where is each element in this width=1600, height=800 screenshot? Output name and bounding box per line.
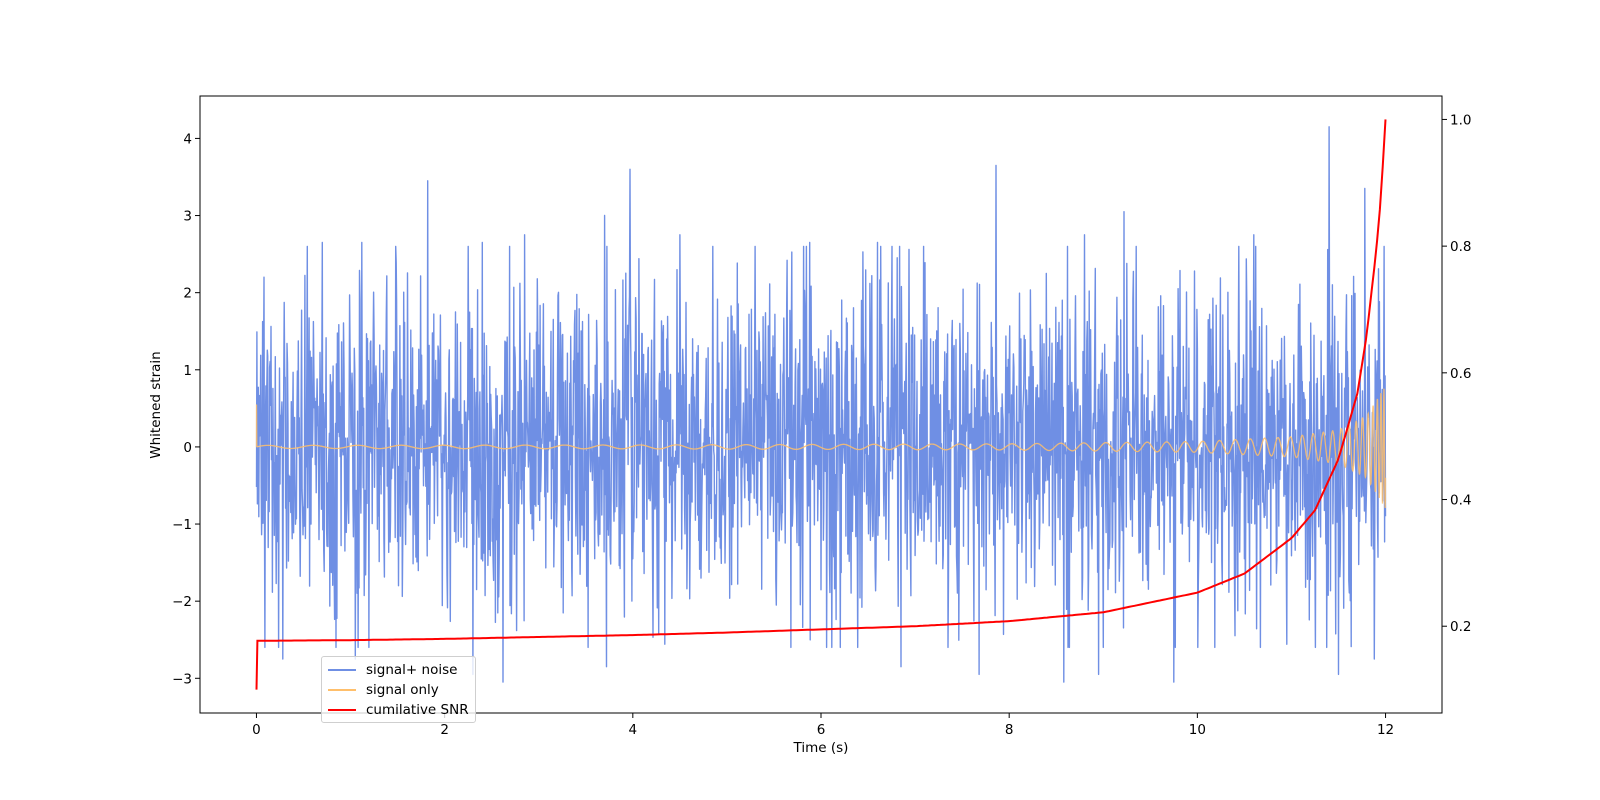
plot-series — [255, 119, 1387, 690]
series-signal-only-line — [255, 388, 1387, 509]
x-tick-label: 6 — [817, 722, 826, 738]
y-tick-label: 4 — [183, 131, 192, 147]
y-tick-label: 2 — [183, 286, 192, 302]
y2-tick-label: 0.8 — [1450, 239, 1471, 255]
x-tick-label: 10 — [1189, 722, 1206, 738]
legend-label-signal-only: signal only — [366, 682, 439, 698]
y2-tick-label: 0.4 — [1450, 493, 1471, 509]
legend-swatch-signal-noise — [328, 669, 356, 671]
legend-swatch-cumulative-snr — [328, 709, 356, 711]
legend-item-cumulative-snr: cumilative SNR — [328, 700, 469, 720]
y-tick-label: −3 — [172, 671, 192, 687]
y-tick-label: −2 — [172, 594, 192, 610]
y2-tick-label: 0.2 — [1450, 619, 1471, 635]
legend: signal+ noise signal only cumilative SNR — [321, 656, 476, 723]
legend-swatch-signal-only — [328, 689, 356, 691]
x-tick-label: 2 — [440, 722, 449, 738]
y-tick-label: 3 — [183, 209, 192, 225]
y-tick-label: 0 — [183, 440, 192, 456]
legend-item-signal-noise: signal+ noise — [328, 660, 457, 680]
y-axis-right: 0.2 0.4 0.6 0.8 1.0 — [1442, 112, 1471, 635]
y2-tick-label: 0.6 — [1450, 366, 1471, 382]
legend-label-cumulative-snr: cumilative SNR — [366, 702, 469, 718]
x-axis: 0 2 4 6 8 10 12 — [252, 713, 1394, 738]
x-tick-label: 12 — [1377, 722, 1394, 738]
y-axis-left: −3 −2 −1 0 1 2 3 4 — [172, 131, 200, 687]
series-signal-noise-line — [255, 126, 1387, 683]
y-axis-label: Whitened strain — [148, 351, 164, 458]
y-tick-label: 1 — [183, 363, 192, 379]
x-tick-label: 8 — [1005, 722, 1014, 738]
x-tick-label: 0 — [252, 722, 261, 738]
legend-label-signal-noise: signal+ noise — [366, 662, 458, 678]
x-axis-label: Time (s) — [793, 740, 849, 756]
y-tick-label: −1 — [172, 517, 192, 533]
y2-tick-label: 1.0 — [1450, 112, 1471, 128]
legend-item-signal-only: signal only — [328, 680, 439, 700]
series-cumulative-snr-line — [255, 119, 1387, 690]
x-tick-label: 4 — [629, 722, 638, 738]
